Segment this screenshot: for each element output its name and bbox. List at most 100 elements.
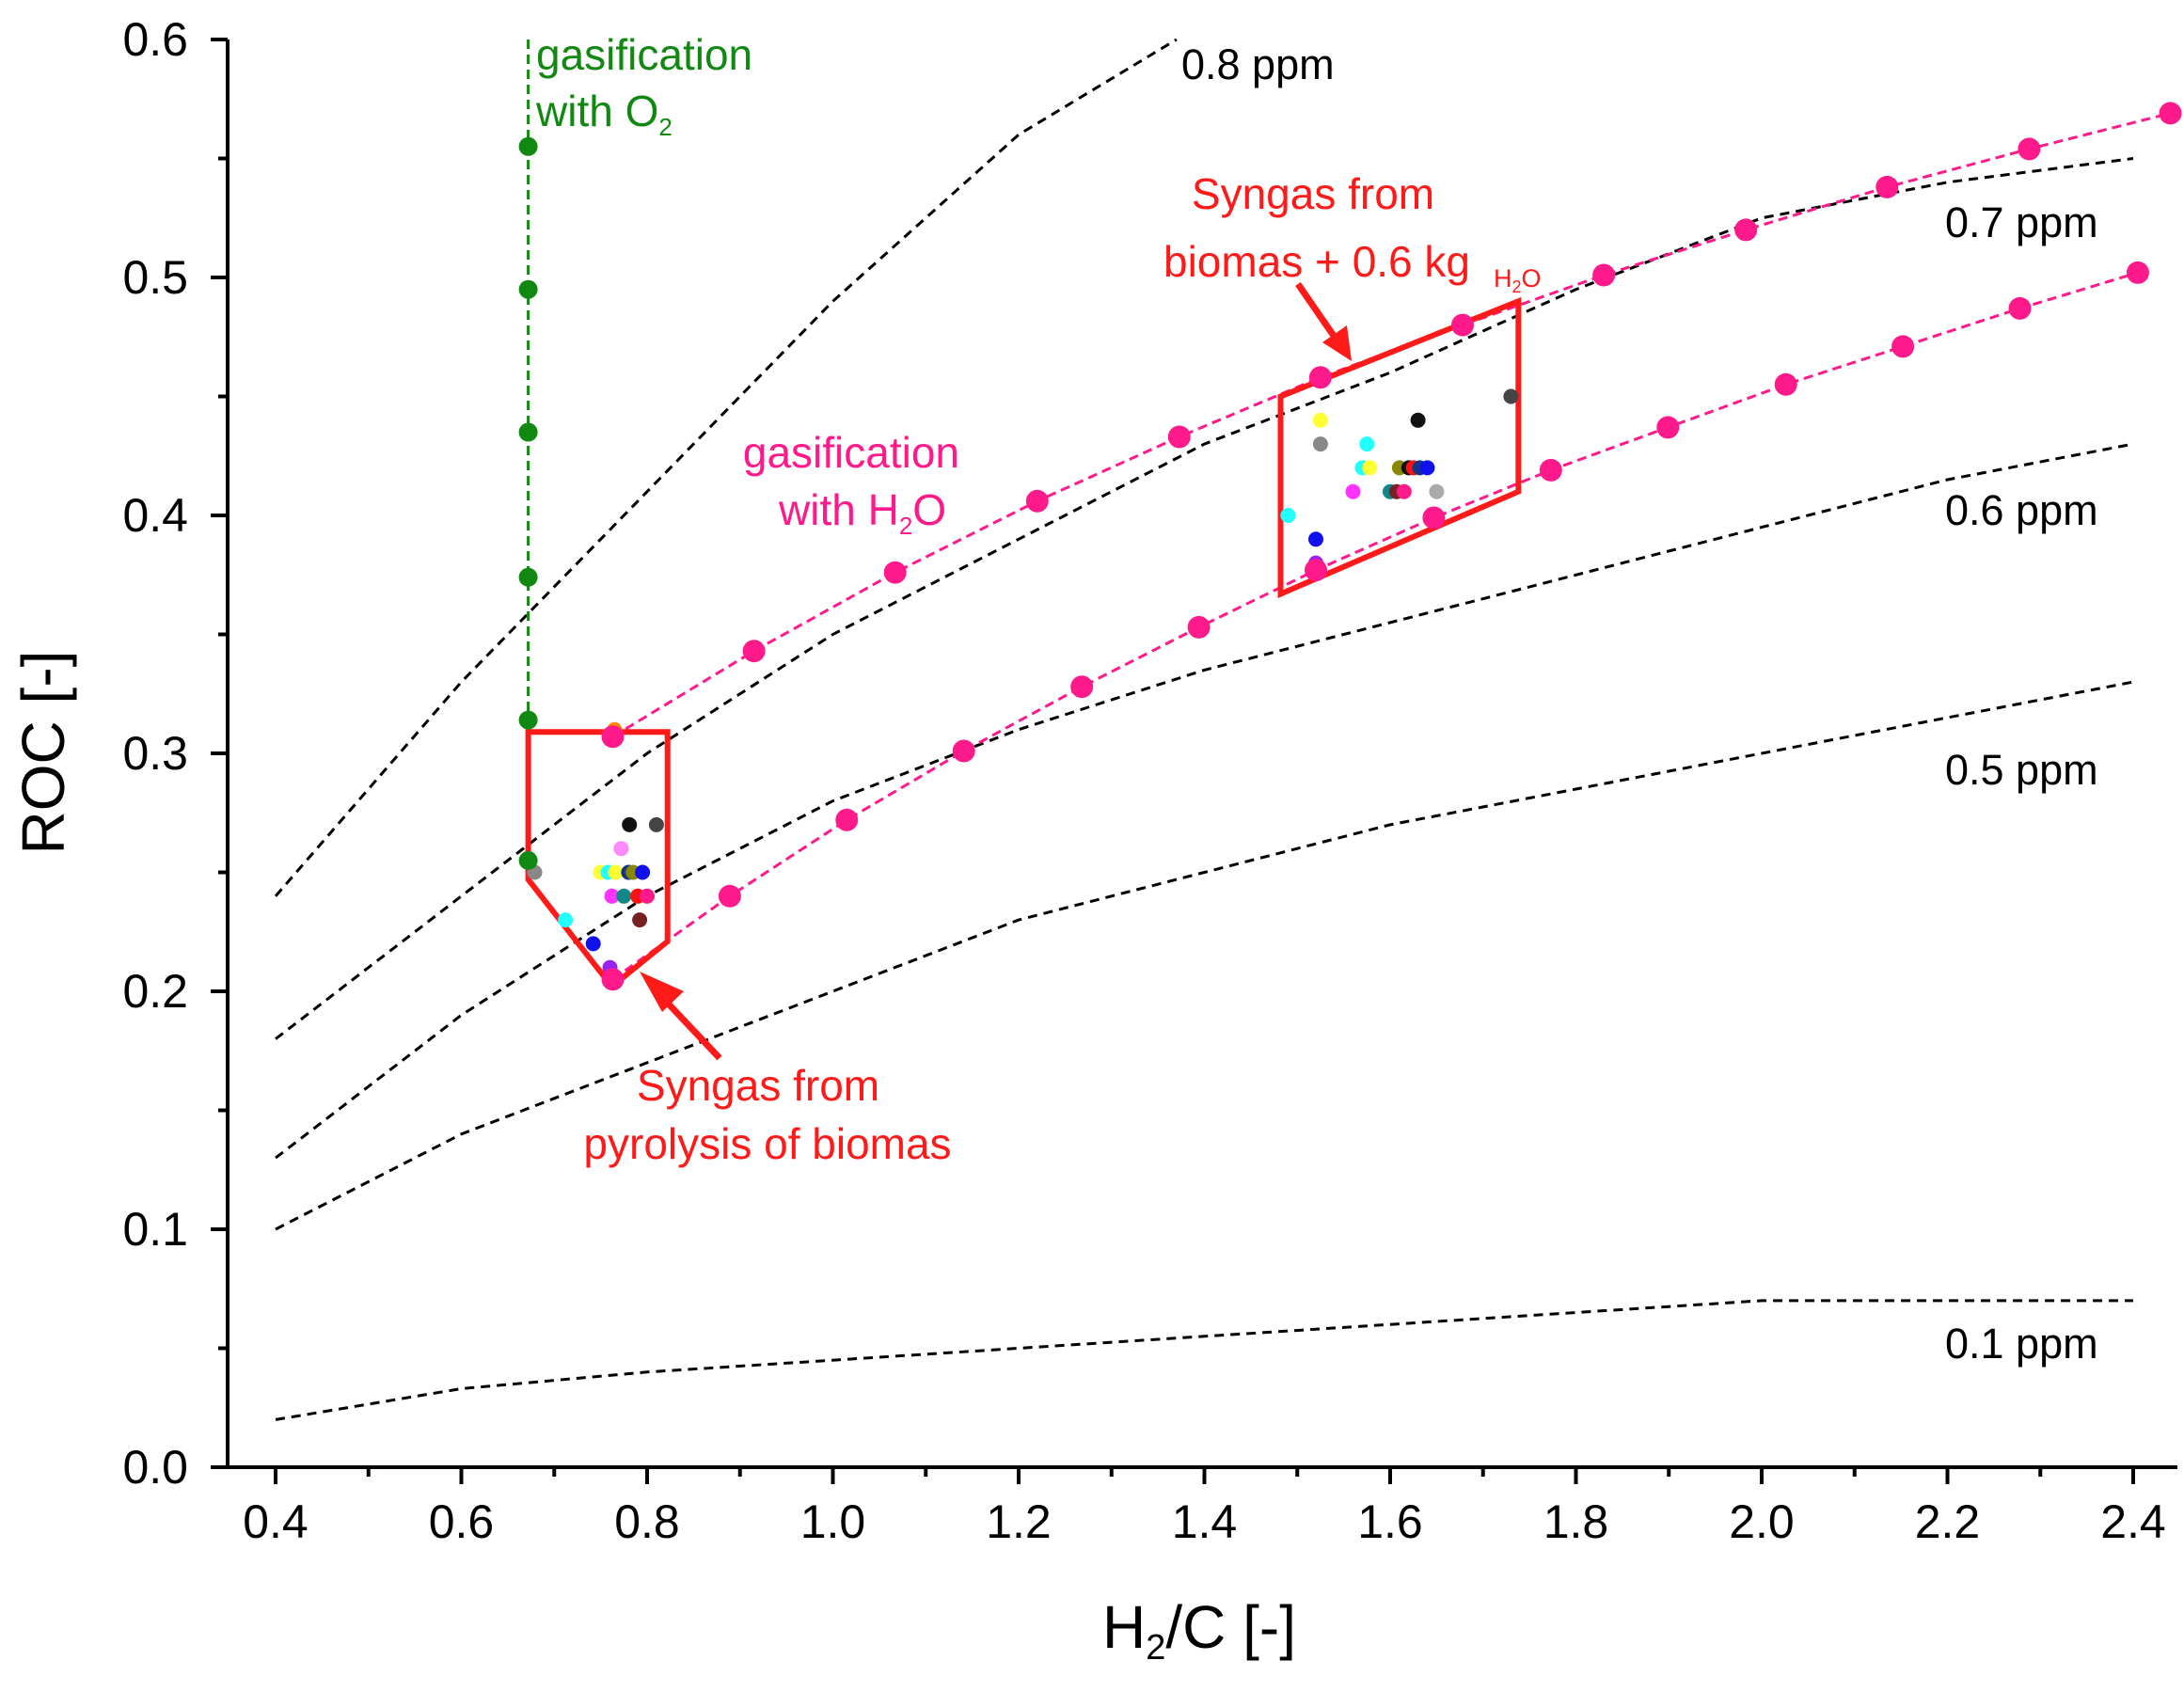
o2-annotation-line2-main: with O [535, 87, 658, 135]
scatter-point [635, 864, 651, 880]
series-marker-1 [1875, 175, 1899, 198]
series-marker-2 [1539, 458, 1562, 482]
x-tick-label: 0.8 [614, 1495, 680, 1548]
series-line-1 [611, 111, 2171, 738]
contour-label-0.5: 0.5 ppm [1945, 746, 2098, 794]
scatter-point [616, 888, 632, 904]
x-tick-label: 2.4 [2100, 1495, 2166, 1548]
scatter-point [1359, 436, 1375, 452]
x-tick-label: 0.6 [429, 1495, 495, 1548]
o2-annotation-line2-sub: 2 [658, 113, 672, 141]
x-tick-label: 0.4 [243, 1495, 309, 1548]
pyrolysis-arrow [640, 972, 722, 1061]
h2o-annotation: gasification with H2O [743, 428, 959, 540]
series-marker-0 [518, 710, 538, 730]
x-axis-title: H2/C [-] [1102, 1593, 1296, 1668]
series-marker-1 [1734, 218, 1758, 242]
contour-0.7-ppm [275, 157, 2134, 1040]
series-marker-2 [1070, 675, 1094, 699]
h2o-annotation-line2-tail: O [912, 485, 946, 534]
series-marker-2 [1891, 335, 1915, 358]
x-tick-label: 1.4 [1172, 1495, 1238, 1548]
series-marker-2 [1422, 506, 1446, 530]
series-marker-2 [835, 808, 859, 831]
y-tick-label: 0.1 [122, 1203, 188, 1256]
biomass-annotation: Syngas from biomas + 0.6 kg H2O [1163, 169, 1542, 296]
biomass-arrow [1295, 282, 1352, 361]
scatter-point [558, 912, 574, 928]
series-marker-1 [883, 561, 907, 584]
x-tick-label: 1.0 [800, 1495, 866, 1548]
biomass-arrow-head [1322, 325, 1352, 361]
scatter-points [527, 388, 1519, 975]
h2o-annotation-line2: with H2O [778, 485, 946, 540]
scatter-point [1429, 483, 1445, 499]
biomass-annotation-line1: Syngas from [1192, 169, 1434, 218]
pyrolysis-annotation-line1: Syngas from [637, 1061, 879, 1110]
x-axis-title-main: H [1102, 1593, 1146, 1661]
series-marker-1 [742, 640, 766, 663]
x-axis-title-tail: /C [-] [1165, 1593, 1296, 1661]
series-marker-1 [1592, 263, 1616, 287]
x-tick-label: 1.6 [1357, 1495, 1423, 1548]
series-marker-2 [952, 739, 975, 763]
scatter-point [1308, 531, 1323, 547]
h2o-annotation-line1: gasification [743, 428, 959, 477]
scatter-point [1362, 460, 1378, 476]
y-axis-ticks: 0.0 0.1 0.2 0.3 0.4 0.5 0.6 [122, 13, 228, 1494]
y-tick-label: 0.0 [122, 1441, 188, 1494]
scatter-point [622, 816, 638, 832]
series-marker-0 [518, 136, 538, 156]
scatter-point [585, 936, 601, 952]
x-tick-label: 1.2 [986, 1495, 1052, 1548]
series-marker-1 [2159, 102, 2182, 125]
y-tick-label: 0.6 [122, 13, 188, 66]
x-axis-ticks: 0.4 0.6 0.8 1.0 1.2 1.4 1.6 1.8 2.0 2.2 2.4 [243, 1467, 2166, 1548]
o2-annotation: gasification with O2 [535, 30, 752, 141]
series-marker-2 [1187, 615, 1211, 639]
series-marker-1 [2018, 137, 2041, 161]
region-biomass-water [1277, 296, 1522, 599]
scatter-point [1312, 436, 1328, 452]
contour-lines [274, 38, 2134, 1421]
contour-0.6-ppm [275, 442, 2134, 1160]
x-tick-label: 1.8 [1543, 1495, 1609, 1548]
biomass-annotation-sub: H2O [1494, 264, 1542, 296]
contour-label-0.7: 0.7 ppm [1945, 198, 2098, 246]
biomass-annotation-sub-h: H [1494, 264, 1512, 293]
contour-label-0.6: 0.6 ppm [1945, 486, 2098, 534]
biomass-arrow-shaft [1295, 282, 1338, 340]
scatter-point [648, 816, 664, 832]
series-marker-0 [518, 422, 538, 442]
scatter-point [608, 864, 624, 880]
series-marker-0 [518, 567, 538, 587]
y-tick-label: 0.3 [122, 727, 188, 780]
series-marker-1 [1167, 425, 1191, 449]
series-marker-2 [718, 884, 741, 908]
scatter-point [640, 888, 655, 904]
series-marker-2 [2008, 296, 2032, 320]
series-marker-2 [1305, 559, 1327, 582]
scatter-point [632, 912, 648, 928]
series-marker-2 [2126, 261, 2149, 284]
series-marker-2 [1774, 372, 1797, 396]
contour-0.5-ppm [275, 680, 2134, 1231]
scatter-point [1419, 460, 1435, 476]
x-tick-label: 2.0 [1729, 1495, 1795, 1548]
series-marker-1 [601, 725, 625, 749]
y-tick-label: 0.5 [122, 251, 188, 304]
scatter-point [604, 888, 620, 904]
series-marker-1 [1451, 313, 1474, 337]
scatter-point [1410, 412, 1426, 428]
series-marker-0 [518, 850, 538, 870]
pyrolysis-annotation-line2: pyrolysis of biomas [583, 1119, 951, 1168]
h2o-annotation-line2-main: with H [778, 485, 899, 534]
biomass-annotation-sub-o: O [1522, 264, 1542, 293]
series-line-2 [611, 271, 2139, 981]
o2-annotation-line2: with O2 [535, 87, 673, 141]
biomass-annotation-sub-2: 2 [1512, 277, 1522, 296]
region-polygons [525, 296, 1522, 991]
contour-0.8-ppm [274, 38, 1178, 897]
contour-0.1-ppm [275, 1299, 2133, 1421]
